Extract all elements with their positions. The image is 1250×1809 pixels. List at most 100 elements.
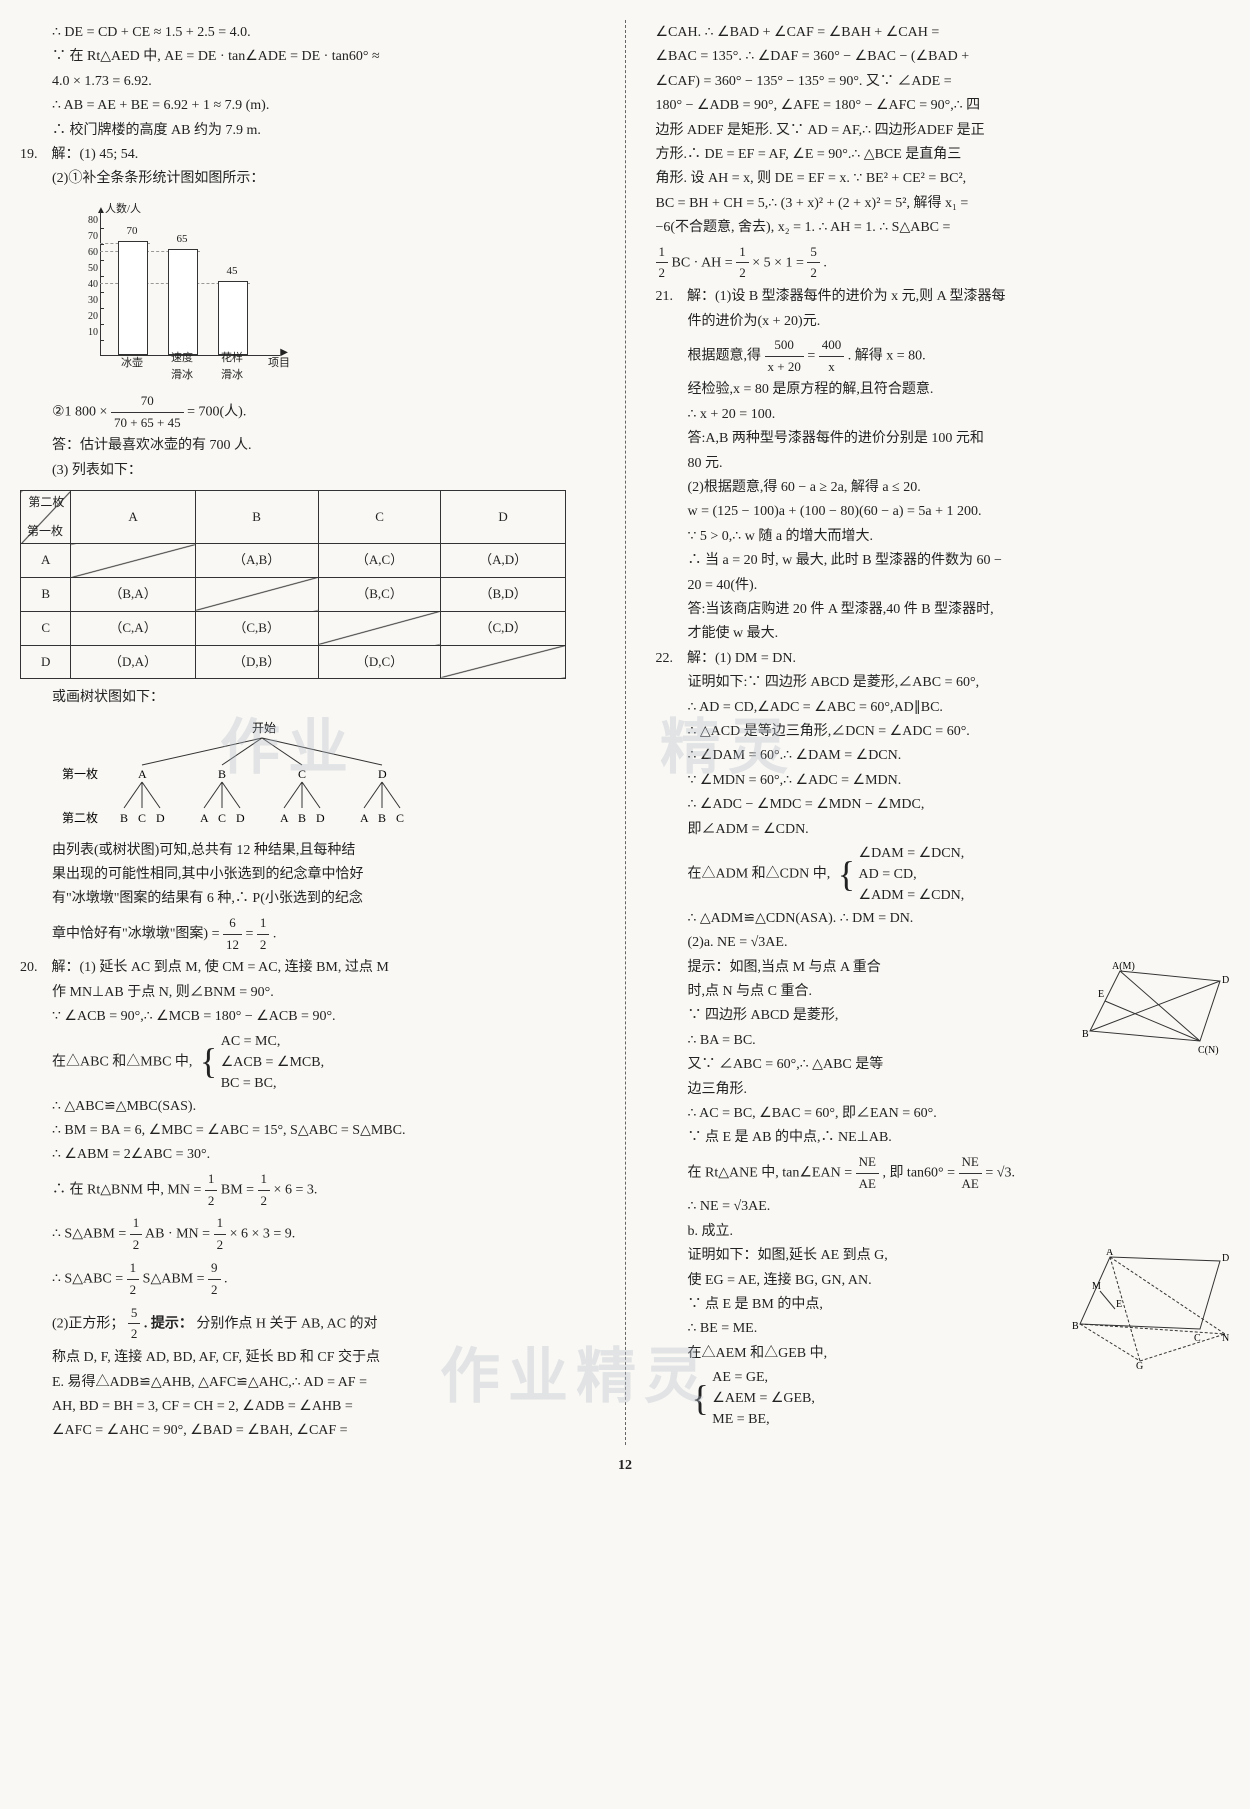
solution-line: ∴ 当 a = 20 时, w 最大, 此时 B 型漆器的件数为 60 − [656,550,1231,572]
bar-2 [168,249,198,355]
solution-line: 边形 ADEF 是矩形. 又∵ AD = AF,∴ 四边形ADEF 是正 [656,120,1231,142]
solution-line: −6(不合题意, 舍去), x₂ = 1. ∴ AH = 1. ∴ S△ABC … [656,217,1231,239]
denominator: 12 [223,935,242,956]
question-20-header: 20. 解：(1) 延长 AC 到点 M, 使 CM = AC, 连接 BM, … [20,957,595,979]
fraction: 70 70 + 65 + 45 [111,391,184,434]
solution-line: b. 成立. [656,1221,1231,1243]
brace-line: 在△ADM 和△CDN 中, { ∠DAM = ∠DCN, AD = CD, ∠… [656,843,1231,906]
brace-item: AE = GE, [712,1370,768,1385]
table-cell: （A,B） [195,544,318,578]
numerator: 1 [205,1169,218,1191]
svg-text:C(N): C(N) [1198,1045,1219,1056]
text: = √3. [985,1165,1015,1180]
solution-line: ∴ ∠ABM = 2∠ABC = 30°. [20,1144,595,1166]
solution-text: 解：(1) 45; 54. [52,147,139,162]
svg-text:D: D [1222,1253,1229,1264]
row-header: D [21,645,71,679]
denominator: 2 [807,263,820,284]
y-tick-label: 20 [88,309,98,325]
table-cell: （B,C） [318,577,441,611]
table-row: C （C,A） （C,B） （C,D） [21,611,566,645]
brace-item: ∠DAM = ∠DCN, [859,846,965,861]
svg-text:C: C [1194,1333,1201,1344]
numerator: 9 [208,1258,221,1280]
svg-text:A: A [1106,1249,1114,1258]
text: S△ABM = [143,1272,208,1287]
brace-content: AC = MC, ∠ACB = ∠MCB, BC = BC, [221,1031,324,1094]
numerator: 1 [656,242,669,264]
text: BM = [221,1182,258,1197]
solution-line: 180° − ∠ADB = 90°, ∠AFE = 180° − ∠AFC = … [656,95,1231,117]
denominator: 2 [130,1235,143,1256]
svg-text:C: C [298,767,306,781]
brace-group: { AE = GE, ∠AEM = ∠GEB, ME = BE, [692,1367,815,1430]
y-tick [100,260,104,261]
solution-line: ∵ ∠MDN = 60°,∴ ∠ADC = ∠MDN. [656,770,1231,792]
solution-line: (2)正方形； 52 . 提示： 分别作点 H 关于 AB, AC 的对 [20,1303,595,1346]
numerator: NE [959,1152,982,1174]
solution-line: 20 = 40(件). [656,575,1231,597]
svg-text:B: B [1072,1321,1079,1332]
row-header: A [21,544,71,578]
bar-label: 速度 滑冰 [162,350,202,385]
brace-item: AD = CD, [859,867,917,882]
row-header: C [21,611,71,645]
y-tick-label: 10 [88,325,98,341]
solution-line: 经检验,x = 80 是原方程的解,且符合题意. [656,379,1231,401]
geometry-figure-1: A(M) D E B C(N) [1080,961,1230,1056]
svg-text:A: A [200,811,209,825]
denominator: 2 [656,263,669,284]
question-number: 20. [20,957,48,979]
solution-line: w = (125 − 100)a + (100 − 80)(60 − a) = … [656,501,1231,523]
svg-text:N: N [1222,1333,1229,1344]
text: ∴ 在 Rt△BNM 中, MN = [52,1182,205,1197]
brace-line: { AE = GE, ∠AEM = ∠GEB, ME = BE, [656,1367,1231,1430]
frac-line: 12 BC · AH = 12 × 5 × 1 = 52 . [656,242,1231,285]
svg-text:M: M [1092,1281,1101,1292]
table-row: B （B,A） （B,C） （B,D） [21,577,566,611]
solution-line: ∵ 点 E 是 AB 的中点,∴ NE⊥AB. [656,1127,1231,1149]
svg-text:A: A [360,811,369,825]
text: ∴ S△ABC = [52,1272,127,1287]
y-tick [100,340,104,341]
question-21-header: 21. 解：(1)设 B 型漆器每件的进价为 x 元,则 A 型漆器每 [656,286,1231,308]
left-column: ∴ DE = CD + CE ≈ 1.5 + 2.5 = 4.0. ∵ 在 Rt… [20,20,595,1445]
solution-line: 又∵ ∠ABC = 60°,∴ △ABC 是等 [656,1054,1231,1076]
brace-item: ∠ACB = ∠MCB, [221,1055,324,1070]
calc-suffix: = 700(人). [187,404,246,419]
denominator: 2 [258,1191,271,1212]
question-19-header: 19. 解：(1) 45; 54. [20,144,595,166]
tree-svg: 开始 第一枚 A B C D 第二枚 B C D [52,720,472,830]
solution-line: ∴ ∠ADC − ∠MDC = ∠MDN − ∠MDC, [656,794,1231,816]
frac-line: ∴ S△ABM = 12 AB · MN = 12 × 6 × 3 = 9. [20,1213,595,1256]
svg-text:D: D [236,811,245,825]
tree-diagram: 开始 第一枚 A B C D 第二枚 B C D [20,720,595,830]
brace-group: { ∠DAM = ∠DCN, AD = CD, ∠ADM = ∠CDN, [838,843,965,906]
brace-content: AE = GE, ∠AEM = ∠GEB, ME = BE, [712,1367,815,1430]
brace-line: 在△ABC 和△MBC 中, { AC = MC, ∠ACB = ∠MCB, B… [20,1031,595,1094]
hint-label: . 提示： [144,1316,193,1331]
y-tick-label: 80 [88,213,98,229]
solution-line: ∴ △ADM≌△CDN(ASA). ∴ DM = DN. [656,908,1231,930]
question-number: 21. [656,286,684,308]
row-group-label: 第一枚 [27,522,63,541]
svg-text:A(M): A(M) [1112,961,1135,972]
solution-line: ∴ 校门牌楼的高度 AB 约为 7.9 m. [20,120,595,142]
table-cell: （A,D） [441,544,565,578]
hint-text: 分别作点 H 关于 AB, AC 的对 [196,1316,377,1331]
brace-item: AC = MC, [221,1034,281,1049]
denominator: x + 20 [765,357,804,378]
denominator: AE [856,1174,879,1195]
left-brace-icon: { [838,846,855,904]
solution-line: 答:A,B 两种型号漆器每件的进价分别是 100 元和 [656,428,1231,450]
solution-line: 方形.∴ DE = EF = AF, ∠E = 90°.∴ △BCE 是直角三 [656,144,1231,166]
y-tick [100,308,104,309]
solution-line: 称点 D, F, 连接 AD, BD, AF, CF, 延长 BD 和 CF 交… [20,1347,595,1369]
solution-line: ∴ AD = CD,∠ADC = ∠ABC = 60°,AD∥BC. [656,697,1231,719]
solution-line: ∵ 5 > 0,∴ w 随 a 的增大而增大. [656,526,1231,548]
solution-line: ∴ △ABC≌△MBC(SAS). [20,1096,595,1118]
text: × 6 × 3 = 9. [230,1227,296,1242]
solution-line: ∴ DE = CD + CE ≈ 1.5 + 2.5 = 4.0. [20,22,595,44]
frac-line: ∴ 在 Rt△BNM 中, MN = 12 BM = 12 × 6 = 3. [20,1169,595,1212]
brace-group: { AC = MC, ∠ACB = ∠MCB, BC = BC, [200,1031,324,1094]
